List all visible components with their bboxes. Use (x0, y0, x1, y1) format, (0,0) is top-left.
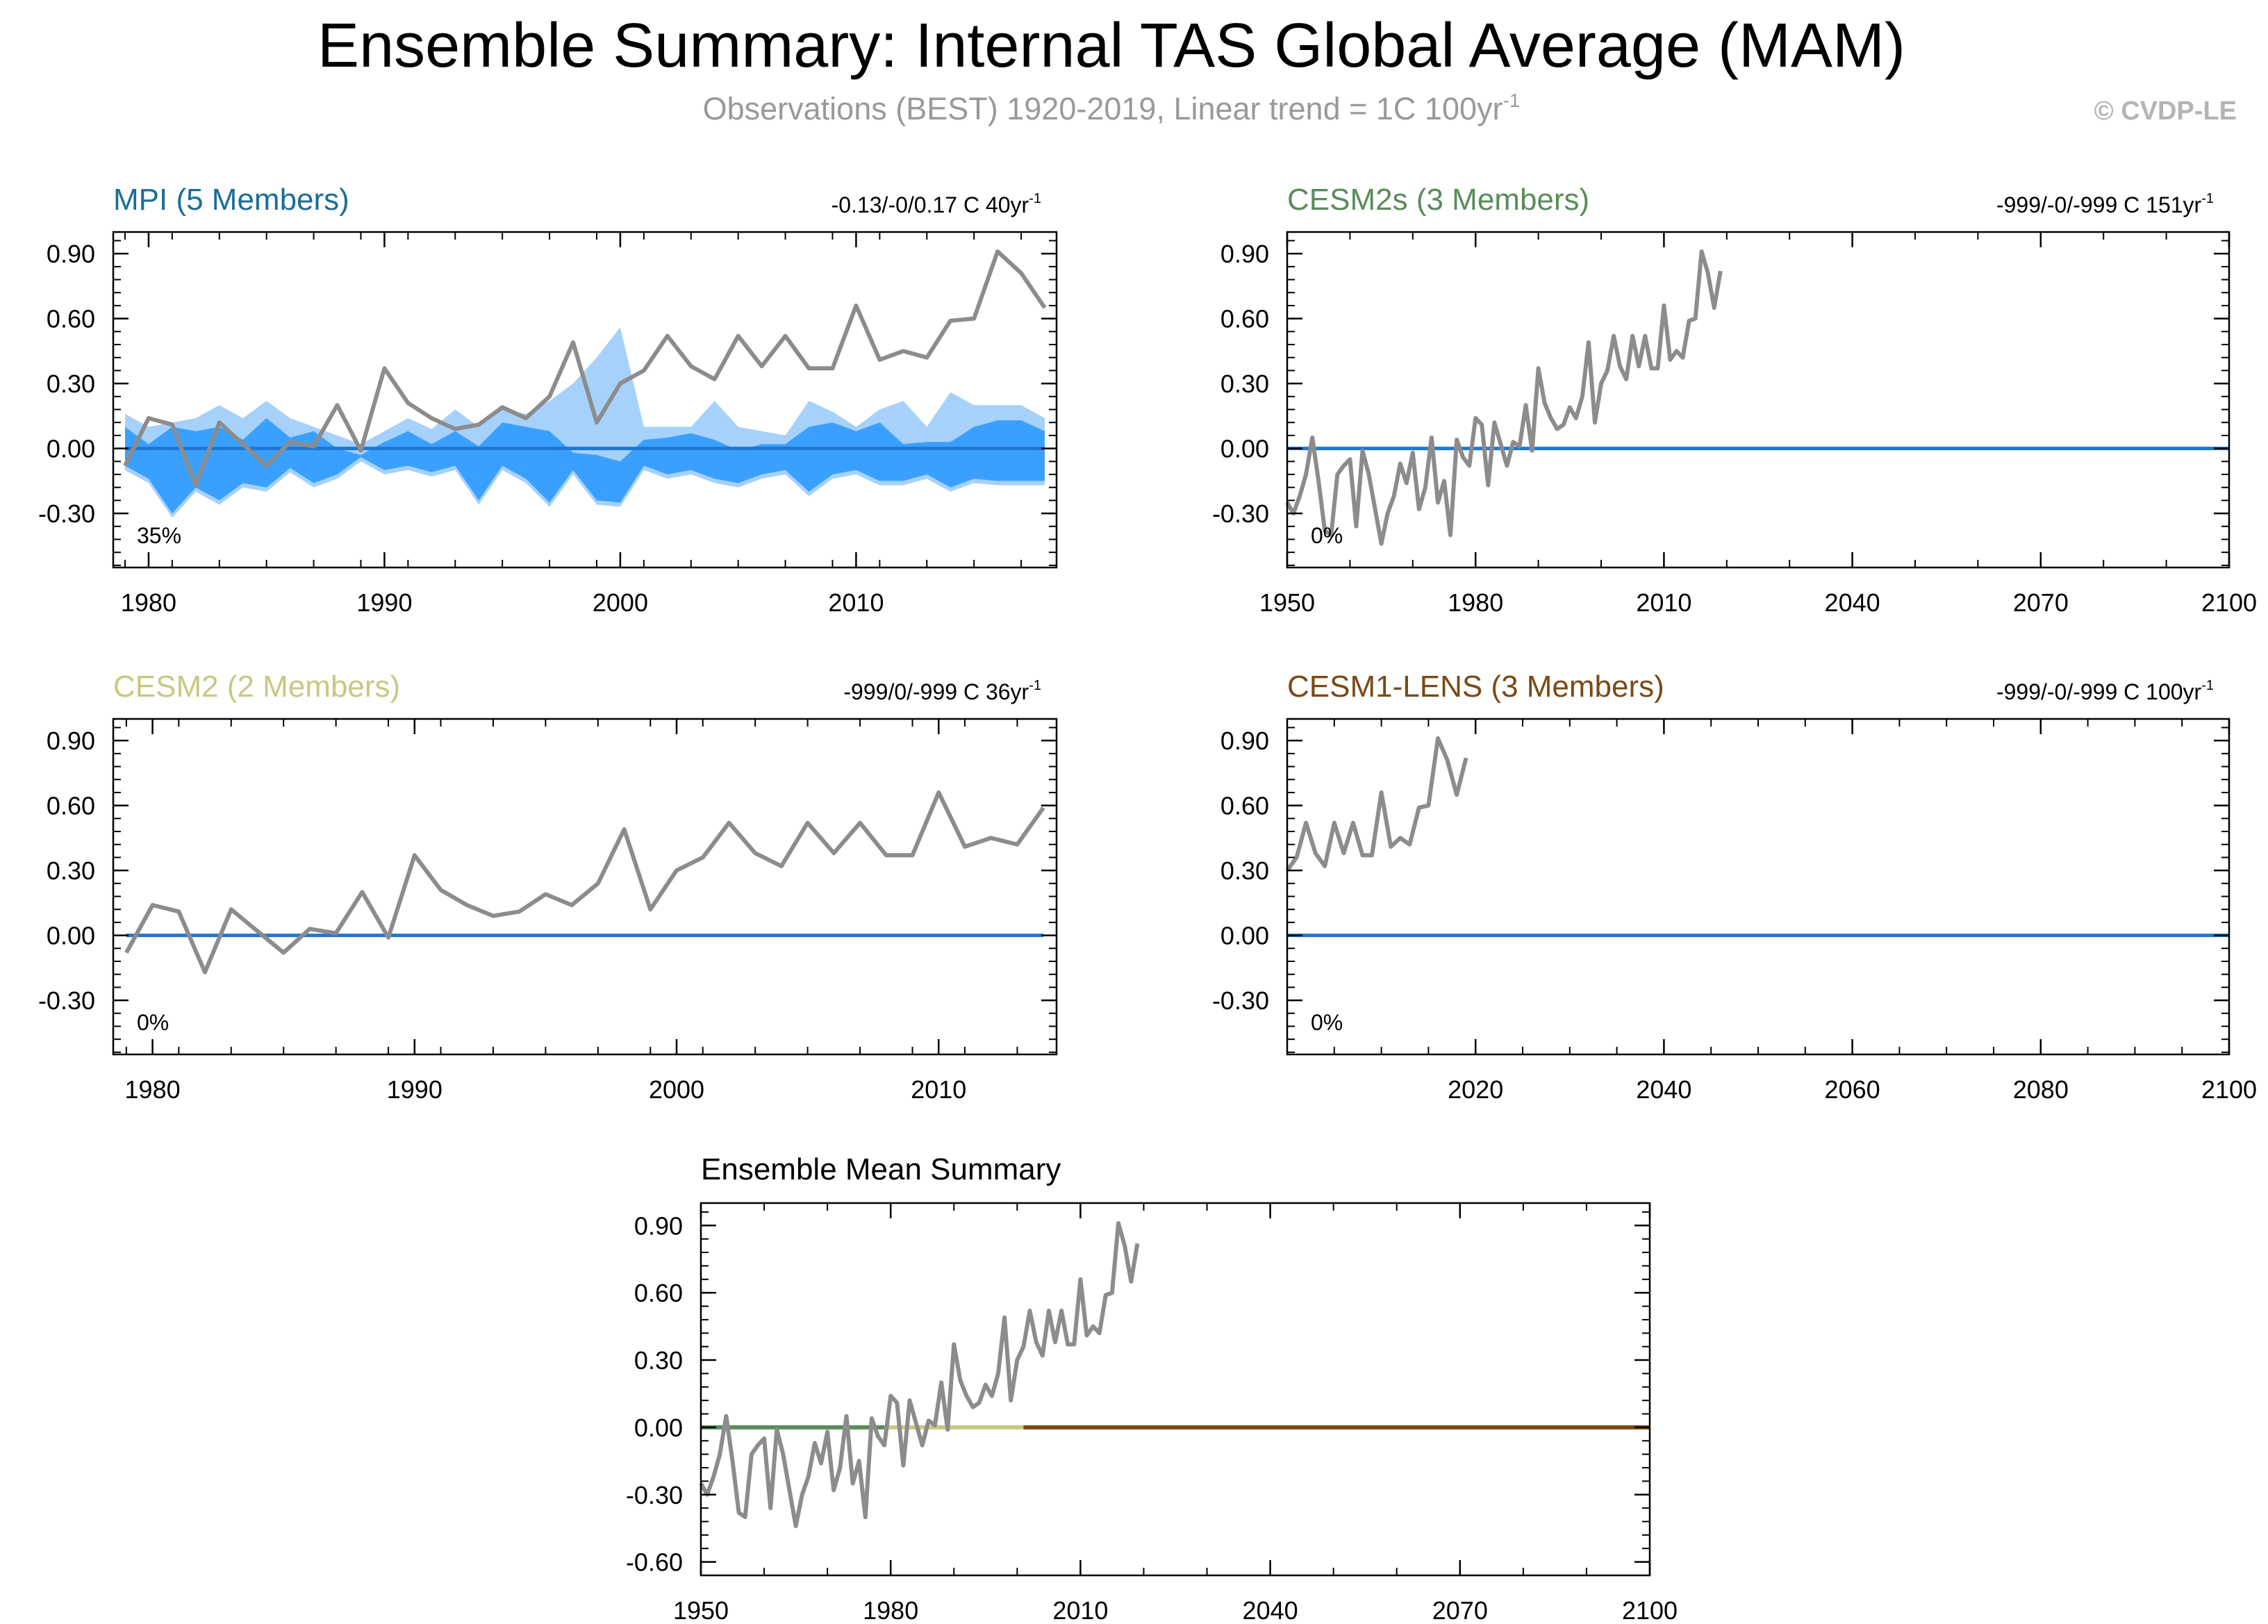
mpi-ytick-label: 0.00 (47, 435, 95, 463)
cesm2s-percent-label: 0% (1311, 523, 1343, 548)
mpi-percent-label: 35% (137, 523, 181, 548)
cesm1-ytick-label: 0.00 (1220, 922, 1269, 950)
cesm1-ytick-label: 0.90 (1220, 727, 1269, 755)
mean-xtick-label: 2040 (1243, 1596, 1298, 1624)
cesm1-xtick-label: 2100 (2201, 1075, 2257, 1104)
panel-ensemble-mean: -0.60 -0.30 0.00 0.30 0.60 0.90 1950 1980 2010 20… (626, 1152, 1678, 1624)
cesm1-xtick-label: 2020 (1448, 1075, 1503, 1104)
mean-ytick-label: 0.90 (634, 1211, 683, 1240)
cesm1-ytick-label: 0.60 (1220, 792, 1269, 820)
cesm2s-obs-line (1285, 249, 1723, 546)
mean-xtick-label: 1950 (673, 1596, 729, 1624)
mpi-plot-frame (112, 231, 1058, 569)
cesm2-xtick-label: 2000 (649, 1075, 704, 1104)
mean-xtick-label: 2010 (1052, 1596, 1108, 1624)
mpi-xtick-label: 1980 (121, 588, 176, 617)
cesm2-xtick-label: 1980 (125, 1075, 181, 1104)
cesm2s-trend-label: -999/-0/-999 C 151yr-1 (1996, 191, 2214, 217)
cesm2-ytick-label: 0.90 (47, 727, 95, 755)
mpi-ytick-label: -0.30 (38, 499, 95, 528)
panel-cesm2: -0.30 0.00 0.30 0.60 0.90 1980 1990 2000 2010 CES… (38, 670, 1058, 1104)
mpi-panel-title: MPI (5 Members) (113, 183, 349, 217)
figure-subtitle: Observations (BEST) 1920-2019, Linear tr… (703, 90, 1521, 126)
mpi-ytick-label: 0.60 (47, 305, 95, 333)
cesm1-obs-line (1285, 736, 1468, 872)
cesm2s-panel-title: CESM2s (3 Members) (1287, 183, 1589, 217)
mean-panel-title: Ensemble Mean Summary (701, 1152, 1061, 1186)
panel-cesm1: -0.30 0.00 0.30 0.60 0.90 2020 2040 2060 2080 210… (1212, 670, 2257, 1104)
cesm2-percent-label: 0% (137, 1010, 169, 1035)
cesm2s-xtick-label: 2040 (1825, 588, 1880, 617)
cesm2s-ytick-label: 0.60 (1220, 305, 1269, 333)
cesm2-ytick-label: -0.30 (38, 986, 95, 1015)
mean-xtick-label: 1980 (863, 1596, 918, 1624)
cesm1-ytick-label: 0.30 (1220, 856, 1269, 885)
mean-xtick-label: 2070 (1432, 1596, 1488, 1624)
mpi-xtick-label: 2000 (593, 588, 648, 617)
cesm1-percent-label: 0% (1311, 1010, 1343, 1035)
mpi-trend-label: -0.13/-0/0.17 C 40yr-1 (831, 191, 1041, 217)
cesm1-ytick-label: -0.30 (1212, 986, 1269, 1015)
mpi-obs-line (123, 249, 1047, 488)
panel-cesm2s: -0.30 0.00 0.30 0.60 0.90 1950 1980 2010 2040 207… (1212, 183, 2257, 617)
mean-plot-frame (700, 1202, 1651, 1577)
cesm2-xtick-label: 2010 (911, 1075, 966, 1104)
cesm2s-ytick-label: -0.30 (1212, 499, 1269, 528)
cesm2-panel-title: CESM2 (2 Members) (113, 670, 400, 704)
cesm1-xtick-label: 2060 (1825, 1075, 1880, 1104)
cesm2s-ytick-label: 0.30 (1220, 370, 1269, 398)
cesm2-ytick-label: 0.30 (47, 856, 95, 885)
cesm2-xtick-label: 1990 (387, 1075, 442, 1104)
cesm2-plot-frame (112, 718, 1058, 1056)
cesm2s-xtick-label: 2070 (2013, 588, 2069, 617)
cesm2s-ytick-label: 0.90 (1220, 240, 1269, 268)
cesm1-panel-title: CESM1-LENS (3 Members) (1287, 670, 1664, 704)
cesm1-xtick-label: 2080 (2013, 1075, 2069, 1104)
copyright-label: © CVDP-LE (2094, 97, 2237, 126)
cesm2s-xtick-label: 1950 (1259, 588, 1315, 617)
mean-ytick-label: -0.30 (626, 1481, 683, 1509)
cesm2s-xtick-label: 2010 (1636, 588, 1691, 617)
mean-ytick-label: -0.60 (626, 1548, 683, 1577)
cesm2s-plot-frame (1286, 231, 2230, 569)
cesm2-ytick-label: 0.00 (47, 922, 95, 950)
mpi-ytick-label: 0.90 (47, 240, 95, 268)
mean-ytick-label: 0.60 (634, 1279, 683, 1307)
mean-xtick-label: 2100 (1622, 1596, 1678, 1624)
mpi-xtick-label: 1990 (356, 588, 412, 617)
cesm2s-ytick-label: 0.00 (1220, 435, 1269, 463)
mpi-ytick-label: 0.30 (47, 370, 95, 398)
mpi-spread-inner-band (125, 418, 1045, 514)
cesm2s-xtick-label: 1980 (1448, 588, 1503, 617)
cesm2-ytick-label: 0.60 (47, 792, 95, 820)
cesm1-plot-frame (1286, 718, 2230, 1056)
panels-layer: -0.30 0.00 0.30 0.60 0.90 1980 1990 2000 2010 MPI… (38, 183, 2257, 1624)
figure-title: Ensemble Summary: Internal TAS Global Av… (317, 11, 1905, 81)
cesm2-obs-line (124, 790, 1045, 975)
panel-mpi: -0.30 0.00 0.30 0.60 0.90 1980 1990 2000 2010 MPI… (38, 183, 1058, 617)
cesm1-xtick-label: 2040 (1636, 1075, 1691, 1104)
mean-ytick-label: 0.30 (634, 1346, 683, 1375)
mean-obs-line (699, 1221, 1140, 1528)
cesm2s-xtick-label: 2100 (2201, 588, 2257, 617)
cesm2-trend-label: -999/0/-999 C 36yr-1 (843, 678, 1041, 704)
cesm1-trend-label: -999/-0/-999 C 100yr-1 (1996, 678, 2214, 704)
mpi-xtick-label: 2010 (828, 588, 884, 617)
mean-ytick-label: 0.00 (634, 1414, 683, 1442)
